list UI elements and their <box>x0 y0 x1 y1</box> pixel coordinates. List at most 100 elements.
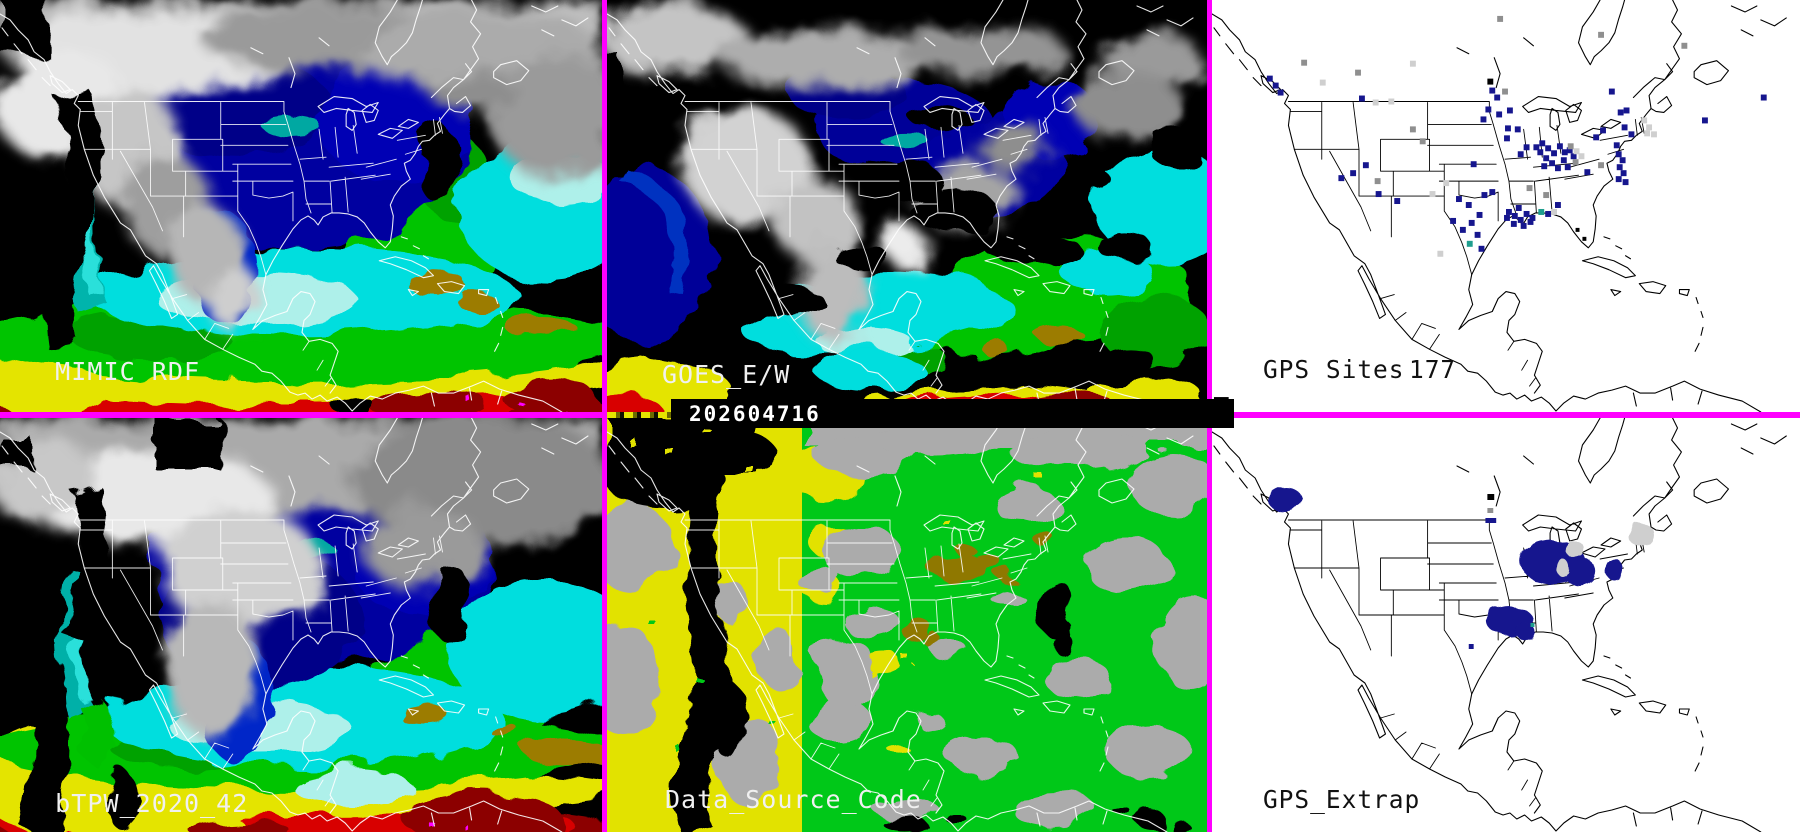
panel-btpw: bTPW_2020_42 <box>0 418 602 832</box>
gps-site-dot <box>1543 155 1550 162</box>
gps-site-dot <box>1556 143 1563 150</box>
gps-site-dot <box>1489 189 1496 196</box>
gps-site-dot <box>1359 95 1365 102</box>
gps-site-dot <box>1545 210 1552 217</box>
gps-site-dot <box>1511 212 1518 219</box>
gps-site-dot <box>1549 160 1555 167</box>
gps-extrap-mark <box>1530 623 1535 627</box>
gps-site-dot <box>1459 226 1466 233</box>
gps-site-dot <box>1575 227 1580 232</box>
gps-extrap-mark <box>1604 558 1623 580</box>
gps-site-dot <box>1541 163 1548 170</box>
gps-site-dot <box>1760 94 1767 101</box>
gps-site-dot <box>1504 214 1510 221</box>
gps-site-dot <box>1641 117 1648 124</box>
gps-site-dot <box>1429 191 1436 198</box>
gps-site-dot <box>1619 157 1626 164</box>
timestamp-bar: 202604716 <box>671 399 1234 428</box>
gps-site-dot <box>1487 78 1494 85</box>
gps-site-dot <box>1622 179 1629 186</box>
gps-site-dot <box>1517 151 1524 158</box>
panel-label-gps-extrap: GPS_Extrap <box>1263 785 1420 814</box>
gps-site-dot <box>1480 116 1487 123</box>
gps-site-dot <box>1515 205 1522 211</box>
gps-site-dot <box>1409 126 1416 133</box>
no-data-mask <box>0 418 470 832</box>
panel-label-btpw: bTPW_2020_42 <box>55 789 248 818</box>
gps-extrap-mark <box>1468 644 1474 649</box>
gps-extrap-mark <box>1561 557 1596 585</box>
gps-site-dot <box>1388 98 1395 105</box>
gps-site-dot <box>1338 175 1345 182</box>
gps-site-dot <box>1537 149 1544 156</box>
gps-site-dot <box>1517 216 1524 223</box>
gps-site-dot <box>1510 220 1517 227</box>
gps-site-dot <box>1374 178 1381 185</box>
gps-extrap-mark <box>1487 494 1495 500</box>
gps-extrap-mark <box>1485 518 1497 523</box>
gps-site-dot <box>1551 208 1557 215</box>
gps-site-dot <box>1572 159 1579 166</box>
gps-site-dot <box>1545 145 1552 152</box>
gps-site-dot <box>1628 131 1635 138</box>
gps-site-dot <box>1419 138 1426 145</box>
gps-site-dot <box>1494 94 1501 101</box>
timestamp: 202604716 <box>689 401 821 426</box>
gps-site-dot <box>1362 162 1369 169</box>
gps-site-dot <box>1593 134 1600 141</box>
panel-mimic-rdf: MIMIC RDF <box>0 0 602 412</box>
panel-label-source: Data_Source_Code <box>665 785 922 814</box>
gps-extrap-mark <box>1556 559 1569 577</box>
gps-site-count: 177 <box>1409 355 1456 384</box>
gps-site-dot <box>1506 107 1513 114</box>
gps-site-dot <box>1608 88 1615 95</box>
gps-site-dot <box>1702 117 1708 124</box>
gps-site-dot <box>1564 164 1571 171</box>
source-code-patches <box>607 418 1207 832</box>
gps-site-dot <box>1623 107 1630 114</box>
gps-site-dot <box>1350 170 1357 177</box>
gps-site-dot <box>1651 131 1657 138</box>
gps-site-dot <box>1481 192 1488 199</box>
gps-site-dot <box>1523 210 1530 217</box>
gps-site-dot <box>1502 88 1508 95</box>
panel-label-mimic: MIMIC RDF <box>55 357 200 386</box>
gps-site-dot <box>1644 130 1651 137</box>
gps-site-dot <box>1272 82 1279 89</box>
gps-site-dot <box>1620 170 1627 177</box>
panel-data-source-code: Data_Source_Code <box>607 418 1207 832</box>
gps-site-dot <box>1485 106 1492 113</box>
gps-site-dot <box>1613 142 1620 149</box>
gps-site-dot <box>1514 126 1521 133</box>
gps-site-dot <box>1394 198 1401 205</box>
gps-site-dot <box>1478 245 1485 252</box>
gps-site-dot <box>1567 143 1574 150</box>
gps-site-dot <box>1468 219 1475 226</box>
gps-site-dot <box>1598 162 1604 169</box>
gps-site-dot <box>1529 214 1536 221</box>
divider-imagery-strip <box>607 412 671 418</box>
gps-site-dot <box>1456 196 1462 203</box>
gps-site-dot <box>1520 222 1527 229</box>
gps-extrap-mark <box>1515 624 1536 640</box>
gps-site-dot <box>1319 79 1326 86</box>
gps-site-dot <box>1443 180 1450 187</box>
gps-site-dot <box>1437 250 1444 257</box>
gps-site-dot <box>1355 69 1361 76</box>
gps-site-dot <box>1409 60 1416 67</box>
gps-site-dot <box>1523 144 1530 151</box>
gps-site-dot <box>1615 151 1622 158</box>
gps-site-dot <box>1506 208 1512 215</box>
gps-site-dot <box>1489 87 1496 94</box>
gps-site-dot <box>1582 236 1587 241</box>
gps-site-dot <box>1470 161 1477 168</box>
gps-site-dot <box>1466 240 1473 247</box>
gps-site-dot <box>1598 31 1604 38</box>
gps-site-dot <box>1505 125 1511 132</box>
gps-site-dot <box>1533 144 1540 151</box>
gps-site-dot <box>1527 218 1534 225</box>
gps-site-dot <box>1615 176 1622 183</box>
gps-site-dot <box>1555 165 1561 172</box>
gps-site-dot <box>1617 109 1624 116</box>
gps-site-dot <box>1266 75 1273 82</box>
